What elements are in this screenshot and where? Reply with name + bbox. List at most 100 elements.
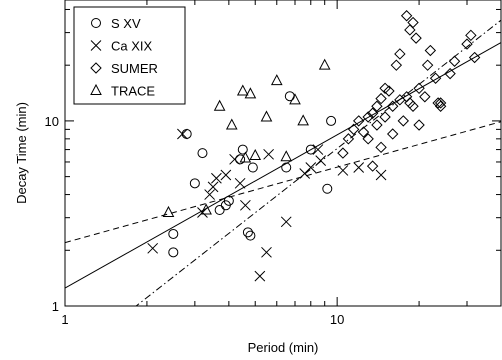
- legend-label: SUMER: [111, 61, 158, 76]
- data-point-s-xv: [197, 148, 208, 159]
- data-point-sumer: [390, 59, 403, 71]
- data-point-ca-xix: [207, 181, 219, 193]
- data-point-trace: [213, 99, 226, 111]
- data-point-sumer: [397, 115, 409, 127]
- series-ca-xix: [147, 128, 387, 282]
- data-point-s-xv: [214, 205, 225, 216]
- data-point-s-xv: [284, 91, 295, 102]
- data-point-sumer: [429, 72, 442, 84]
- data-point-sumer: [366, 160, 379, 172]
- data-point-s-xv: [245, 230, 256, 241]
- data-point-sumer: [386, 128, 399, 140]
- data-point-s-xv: [247, 162, 258, 173]
- y-axis-label: Decay Time (min): [14, 102, 29, 204]
- legend-item-ca-xix: Ca XIX: [90, 39, 153, 54]
- x-tick-label: 10: [330, 312, 344, 327]
- data-point-sumer: [400, 10, 413, 22]
- data-point-sumer: [461, 38, 473, 50]
- data-point-s-xv: [237, 144, 248, 155]
- data-point-sumer: [413, 119, 425, 131]
- data-point-sumer: [413, 82, 425, 95]
- data-point-sumer: [434, 97, 447, 109]
- data-point-sumer: [375, 92, 387, 105]
- data-point-sumer: [357, 126, 370, 138]
- data-point-ca-xix: [234, 177, 246, 189]
- data-point-sumer: [352, 115, 365, 127]
- data-point-ca-xix: [220, 169, 232, 181]
- legend-marker-s-xv: [91, 18, 101, 28]
- y-tick-label: 10: [45, 114, 59, 129]
- data-point-sumer: [407, 16, 419, 29]
- data-point-trace: [225, 118, 238, 130]
- data-point-trace: [249, 148, 262, 161]
- data-point-sumer: [375, 141, 387, 154]
- data-point-trace: [239, 151, 252, 163]
- data-point-ca-xix: [305, 162, 317, 173]
- data-point-s-xv: [168, 247, 179, 258]
- data-point-s-xv: [223, 195, 234, 206]
- data-point-ca-xix: [211, 172, 222, 184]
- series-trace: [162, 58, 331, 217]
- y-tick-label: 1: [52, 299, 59, 314]
- data-point-trace: [280, 150, 293, 162]
- series-sumer: [337, 10, 481, 172]
- data-point-trace: [318, 58, 331, 70]
- plot-frame: [64, 0, 502, 307]
- data-point-trace: [200, 203, 212, 215]
- data-point-s-xv: [181, 128, 192, 139]
- legend-box: [73, 6, 186, 105]
- series-s-xv: [168, 91, 337, 258]
- data-point-sumer: [362, 111, 374, 123]
- data-point-sumer: [424, 44, 437, 57]
- data-point-sumer: [362, 133, 374, 145]
- data-point-ca-xix: [261, 246, 272, 258]
- legend-label: TRACE: [111, 84, 155, 99]
- data-point-ca-xix: [337, 165, 349, 176]
- data-point-ca-xix: [147, 242, 159, 254]
- legend-marker-sumer: [90, 62, 102, 74]
- data-point-ca-xix: [375, 169, 387, 181]
- fit-line-dashed: [65, 121, 501, 244]
- data-point-s-xv: [326, 115, 337, 126]
- data-point-s-xv: [281, 162, 292, 173]
- data-point-sumer: [444, 67, 456, 80]
- data-point-trace: [260, 110, 273, 122]
- data-point-sumer: [410, 32, 422, 44]
- data-point-ca-xix: [204, 189, 215, 200]
- data-point-sumer: [394, 48, 406, 60]
- legend-marker-ca-xix: [90, 40, 102, 51]
- legend-marker-trace: [90, 83, 102, 95]
- legend-label: S XV: [111, 16, 141, 31]
- data-point-trace: [162, 205, 175, 217]
- data-point-trace: [244, 87, 257, 99]
- data-point-sumer: [366, 107, 379, 119]
- fit-line-dash-dot: [135, 19, 501, 306]
- data-point-s-xv: [305, 144, 316, 155]
- legend-item-sumer: SUMER: [90, 61, 158, 76]
- fit-line-solid: [65, 42, 501, 289]
- data-point-sumer: [432, 97, 444, 109]
- data-point-sumer: [337, 147, 349, 159]
- legend-item-s-xv: S XV: [91, 16, 141, 31]
- data-point-s-xv: [322, 183, 333, 194]
- data-point-s-xv: [189, 178, 200, 189]
- data-point-ca-xix: [353, 162, 365, 173]
- data-point-sumer: [448, 55, 461, 67]
- data-point-ca-xix: [263, 148, 274, 160]
- data-point-ca-xix: [229, 153, 240, 165]
- legend-item-trace: TRACE: [90, 83, 155, 99]
- data-point-sumer: [404, 24, 416, 36]
- data-point-sumer: [404, 97, 416, 109]
- data-point-sumer: [371, 119, 383, 131]
- data-point-sumer: [407, 100, 419, 112]
- data-point-s-xv: [235, 154, 246, 165]
- data-point-sumer: [421, 59, 434, 71]
- legend-label: Ca XIX: [111, 39, 153, 54]
- data-point-ca-xix: [177, 128, 188, 140]
- data-point-sumer: [371, 100, 383, 112]
- data-point-sumer: [383, 85, 395, 97]
- x-tick-label: 1: [61, 312, 68, 327]
- data-point-trace: [270, 74, 283, 86]
- x-axis-label: Period (min): [248, 340, 319, 355]
